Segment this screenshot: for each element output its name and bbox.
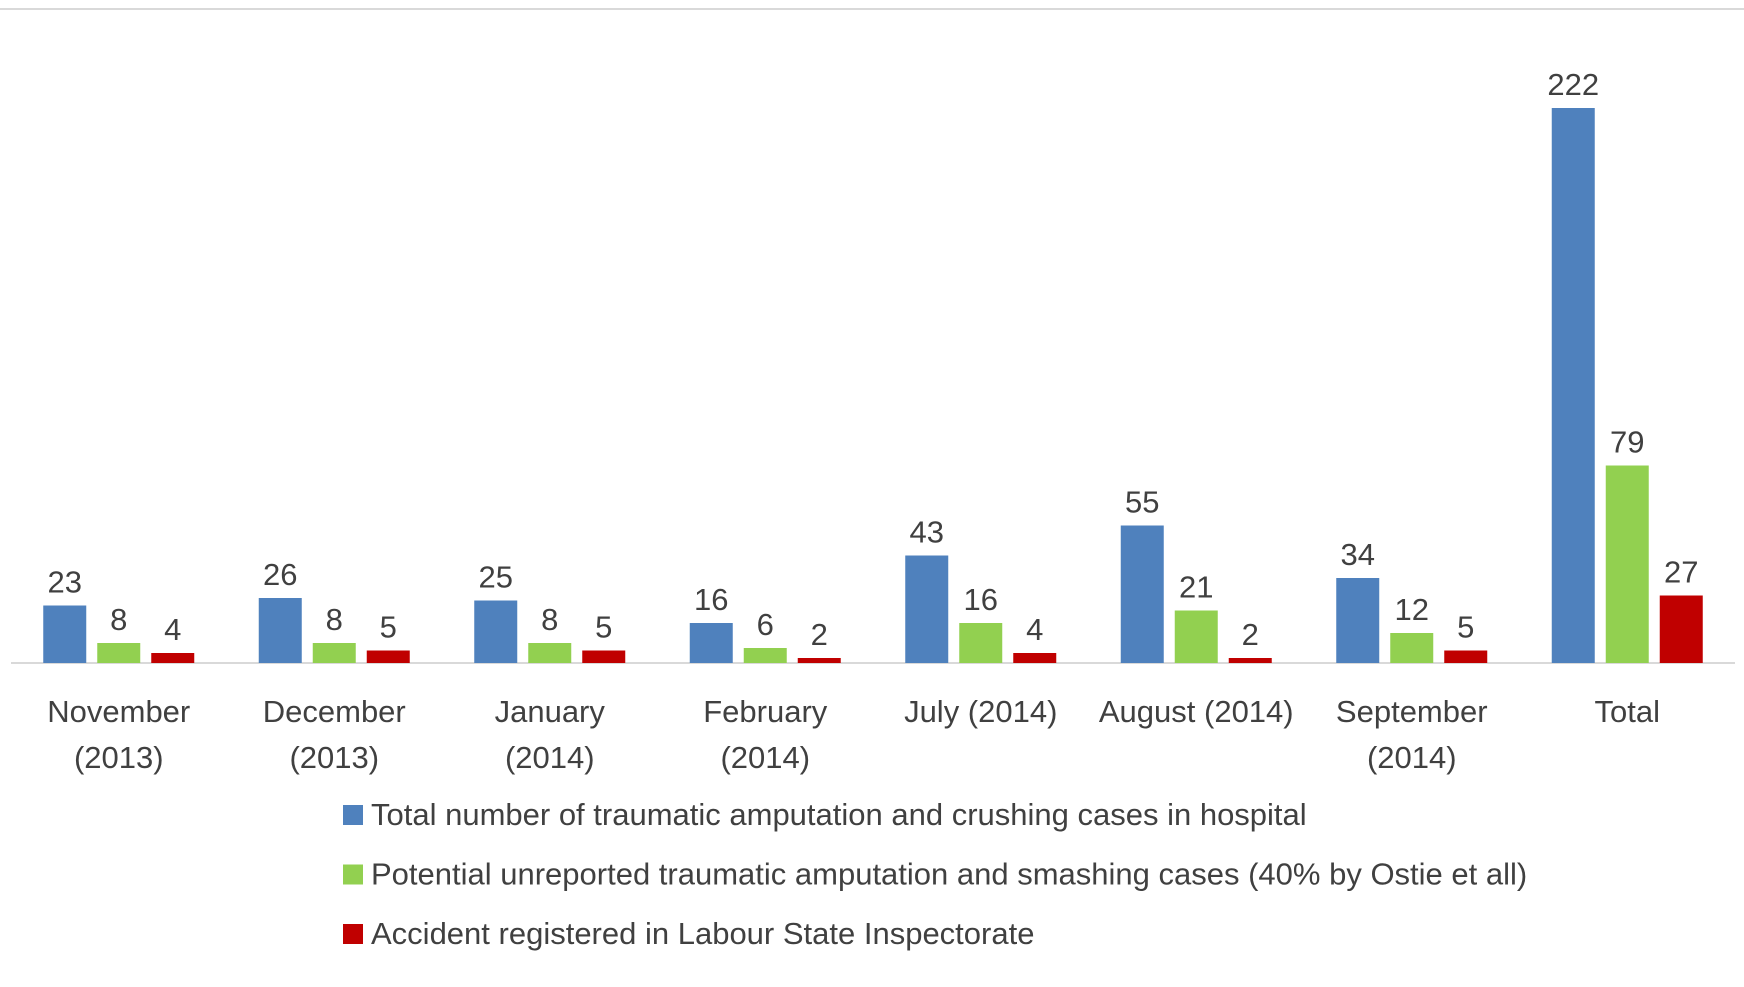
data-label: 5: [380, 610, 397, 645]
bar: [1228, 658, 1272, 663]
data-label: 79: [1610, 425, 1644, 460]
x-tick-label: February (2014): [703, 694, 828, 775]
bar: [743, 648, 787, 663]
x-tick-label: August (2014): [1099, 694, 1294, 729]
data-label: 25: [479, 560, 513, 595]
bar: [1174, 610, 1218, 663]
x-tick-label: January (2014): [495, 694, 606, 775]
x-tick-label: Total: [1595, 694, 1660, 729]
data-label: 8: [326, 602, 343, 637]
bar: [1336, 578, 1380, 663]
data-label: 4: [1026, 612, 1043, 647]
bar: [959, 623, 1003, 663]
bar: [905, 555, 949, 663]
x-tick-label: July (2014): [904, 694, 1057, 729]
data-label: 4: [164, 612, 181, 647]
legend-swatch: [343, 924, 363, 944]
bar: [1659, 595, 1703, 663]
bar: [1605, 465, 1649, 663]
legend-label: Potential unreported traumatic amputatio…: [371, 857, 1527, 892]
data-label: 27: [1664, 555, 1698, 590]
bar: [474, 600, 518, 663]
data-label: 222: [1547, 67, 1599, 102]
data-label: 2: [1242, 617, 1259, 652]
data-label: 43: [910, 515, 944, 550]
bar: [43, 605, 87, 663]
bar: [97, 643, 141, 663]
legend-swatch: [343, 864, 363, 885]
data-label: 26: [263, 557, 297, 592]
bar: [1444, 650, 1488, 663]
data-label: 8: [110, 602, 127, 637]
data-label: 6: [757, 607, 774, 642]
legend-label: Total number of traumatic amputation and…: [371, 797, 1307, 832]
bar: [1390, 633, 1434, 663]
bar: [689, 623, 733, 663]
data-label: 5: [1457, 610, 1474, 645]
data-label: 8: [541, 602, 558, 637]
bar: [151, 653, 195, 663]
data-label: 16: [964, 582, 998, 617]
data-label: 23: [48, 565, 82, 600]
data-label: 2: [811, 617, 828, 652]
legend-label: Accident registered in Labour State Insp…: [371, 916, 1034, 951]
bar: [366, 650, 410, 663]
data-label: 21: [1179, 570, 1213, 605]
bar: [528, 643, 572, 663]
bar: [1120, 525, 1164, 663]
x-tick-label: September (2014): [1336, 694, 1488, 775]
data-label: 5: [595, 610, 612, 645]
bar: [312, 643, 356, 663]
data-label: 16: [694, 582, 728, 617]
data-label: 55: [1125, 485, 1159, 520]
data-label: 34: [1341, 537, 1375, 572]
data-label: 12: [1395, 592, 1429, 627]
legend-swatch: [343, 805, 363, 825]
bar: [582, 650, 626, 663]
x-tick-label: December (2013): [263, 694, 406, 775]
bar: [1551, 108, 1595, 663]
bar: [258, 598, 302, 663]
bar: [1013, 653, 1057, 663]
x-tick-label: November (2013): [47, 694, 190, 775]
bar: [797, 658, 841, 663]
